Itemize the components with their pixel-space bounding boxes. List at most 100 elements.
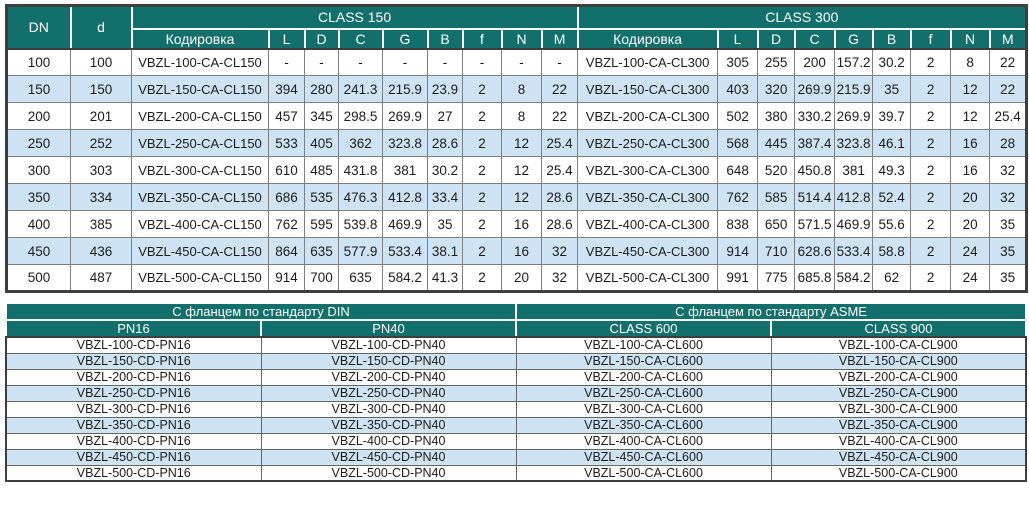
table-row: 450 436 VBZL-450-CA-CL150 864 635 577.9 533.4 3… — [6, 237, 1028, 265]
value-cell: 991 — [717, 264, 759, 292]
value-cell: 8 — [501, 75, 542, 103]
value-cell: 32 — [989, 156, 1028, 184]
table-row: VBZL-350-CD-PN16 VBZL-350-CD-PN40 VBZL-350… — [5, 416, 1027, 434]
value-cell: 610 — [268, 156, 305, 184]
value-cell: 535 — [304, 183, 339, 211]
column-header-d-cl150: D — [303, 27, 340, 50]
code-cell: VBZL-300-CA-CL150 — [131, 156, 269, 184]
value-cell: 686 — [268, 183, 305, 211]
value-cell: 39.7 — [872, 102, 912, 130]
table-row: 500 487 VBZL-500-CA-CL150 914 700 635 584.2 41.… — [6, 264, 1028, 292]
code-cell: VBZL-400-CA-CL600 — [515, 432, 772, 450]
dimensions-table-body: 100 100 VBZL-100-CA-CL150- - - - - - - - VBZL-100-… — [6, 48, 1028, 292]
code-cell: VBZL-500-CA-CL600 — [515, 464, 772, 482]
code-cell: VBZL-100-CD-PN16 — [5, 336, 262, 354]
d-cell: 303 — [70, 156, 132, 184]
code-cell: VBZL-350-CA-CL150 — [131, 183, 269, 211]
value-cell: 2 — [910, 237, 952, 265]
dn-cell: 450 — [6, 237, 71, 265]
code-cell: VBZL-400-CA-CL300 — [577, 210, 719, 238]
code-cell: VBZL-250-CD-PN40 — [260, 384, 517, 402]
table-row: 350 334 VBZL-350-CA-CL150 686 535 476.3 412.8 3… — [6, 183, 1028, 211]
code-cell: VBZL-500-CD-PN40 — [260, 464, 517, 482]
value-cell: 58.8 — [872, 237, 912, 265]
code-cell: VBZL-300-CA-CL300 — [577, 156, 719, 184]
value-cell: 457 — [268, 102, 305, 130]
value-cell: 20 — [950, 183, 991, 211]
value-cell: 485 — [304, 156, 339, 184]
dn-cell: 100 — [6, 48, 71, 76]
value-cell: 25.4 — [989, 102, 1028, 130]
value-cell: 700 — [304, 264, 339, 292]
value-cell: 323.8 — [382, 129, 428, 157]
dn-cell: 200 — [6, 102, 71, 130]
value-cell: 2 — [462, 75, 502, 103]
value-cell: 533.4 — [382, 237, 428, 265]
code-cell: VBZL-250-CA-CL150 — [131, 129, 269, 157]
dn-cell: 500 — [6, 264, 71, 292]
value-cell: 269.9 — [382, 102, 428, 130]
value-cell: 635 — [338, 264, 383, 292]
column-header-b-cl300: B — [871, 27, 912, 50]
value-cell: 30.2 — [427, 156, 463, 184]
code-cell: VBZL-100-CD-PN40 — [260, 336, 517, 354]
group-header-row: С фланцем по стандарту DIN С фланцем по … — [4, 302, 1028, 321]
code-cell: VBZL-100-CA-CL300 — [577, 48, 719, 76]
value-cell: 2 — [462, 183, 502, 211]
value-cell: - — [501, 48, 542, 76]
value-cell: 25.4 — [540, 156, 579, 184]
group-header-class300: CLASS 300 — [576, 4, 1028, 30]
value-cell: - — [462, 48, 502, 76]
column-header-code-cl300: Кодировка — [576, 27, 719, 50]
value-cell: 255 — [757, 48, 796, 76]
value-cell: 35 — [989, 264, 1028, 292]
value-cell: 33.4 — [427, 183, 463, 211]
value-cell: 241.3 — [338, 75, 383, 103]
value-cell: 35 — [427, 210, 463, 238]
d-cell: 487 — [70, 264, 132, 292]
group-header-class150: CLASS 150 — [130, 4, 579, 30]
code-cell: VBZL-500-CA-CL900 — [770, 464, 1027, 482]
value-cell: 469.9 — [834, 210, 874, 238]
value-cell: - — [338, 48, 383, 76]
code-cell: VBZL-300-CD-PN40 — [260, 400, 517, 418]
value-cell: 298.5 — [338, 102, 383, 130]
code-cell: VBZL-300-CA-CL900 — [770, 400, 1027, 418]
table-row: 100 100 VBZL-100-CA-CL150- - - - - - - - VBZL-100-… — [6, 48, 1028, 76]
value-cell: 16 — [950, 129, 991, 157]
value-cell: 16 — [501, 210, 542, 238]
value-cell: 24 — [950, 264, 991, 292]
value-cell: 775 — [757, 264, 796, 292]
code-cell: VBZL-350-CD-PN16 — [5, 416, 262, 434]
table-row: VBZL-150-CD-PN16 VBZL-150-CD-PN40 VBZL-150… — [5, 352, 1027, 370]
code-cell: VBZL-450-CA-CL600 — [515, 448, 772, 466]
column-header-code-cl150: Кодировка — [130, 27, 270, 50]
value-cell: 571.5 — [794, 210, 836, 238]
group-header-din: С фланцем по стандарту DIN — [4, 302, 518, 321]
table-row: VBZL-100-CD-PN16 VBZL-100-CD-PN40 VBZL-100… — [5, 336, 1027, 354]
code-cell: VBZL-200-CA-CL900 — [770, 368, 1027, 386]
column-header-pn40: PN40 — [259, 319, 518, 338]
value-cell: 2 — [910, 129, 952, 157]
code-cell: VBZL-150-CD-PN16 — [5, 352, 262, 370]
value-cell: 8 — [501, 102, 542, 130]
value-cell: 2 — [910, 75, 952, 103]
value-cell: 412.8 — [834, 183, 874, 211]
value-cell: 2 — [910, 48, 952, 76]
value-cell: 539.8 — [338, 210, 383, 238]
value-cell: 914 — [717, 237, 759, 265]
table-row: VBZL-500-CD-PN16 VBZL-500-CD-PN40 VBZL-500… — [5, 464, 1027, 482]
value-cell: 476.3 — [338, 183, 383, 211]
datasheet-page: DN d CLASS 150 CLASS 300 Кодировка L D C… — [4, 4, 1029, 482]
table-row: 200 201 VBZL-200-CA-CL150 457 345 298.5 269.9 2… — [6, 102, 1028, 130]
value-cell: 55.6 — [872, 210, 912, 238]
value-cell: 394 — [268, 75, 305, 103]
column-header-n-cl300: N — [949, 27, 991, 50]
code-cell: VBZL-500-CD-PN16 — [5, 464, 262, 482]
value-cell: 628.6 — [794, 237, 836, 265]
value-cell: 215.9 — [382, 75, 428, 103]
column-header-class600: CLASS 600 — [515, 319, 773, 338]
value-cell: 49.3 — [872, 156, 912, 184]
sub-header-row: PN16 PN40 CLASS 600 CLASS 900 — [5, 319, 1028, 338]
value-cell: 431.8 — [338, 156, 383, 184]
